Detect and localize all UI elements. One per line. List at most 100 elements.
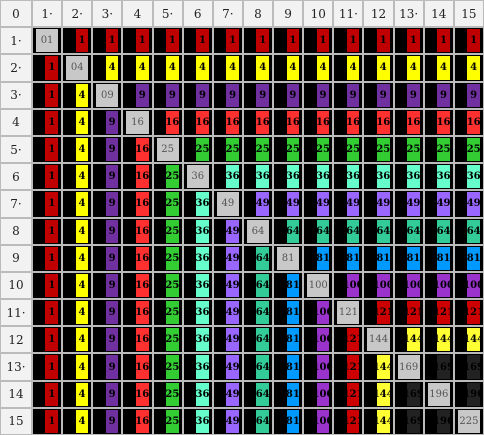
column-header: 15 bbox=[454, 1, 483, 27]
cell: 169 bbox=[454, 354, 483, 380]
cell-value: 16 bbox=[135, 219, 149, 243]
cell-value: 64 bbox=[467, 219, 481, 243]
cell: 4 bbox=[334, 55, 363, 81]
cell-value: 16 bbox=[135, 355, 149, 379]
cell-value: 25 bbox=[165, 219, 179, 243]
row-header: 6 bbox=[1, 164, 31, 190]
cell-value: 16 bbox=[316, 110, 330, 134]
cell-value: 4 bbox=[166, 56, 179, 80]
cell-value: 16 bbox=[135, 301, 149, 325]
diagonal-cell: 09 bbox=[93, 82, 122, 108]
cell-value: 64 bbox=[256, 273, 270, 298]
cell-value: 9 bbox=[105, 192, 119, 216]
cell-value: 25 bbox=[165, 165, 179, 189]
cell: 81 bbox=[274, 327, 303, 353]
cell: 9 bbox=[213, 82, 242, 108]
cell: 36 bbox=[183, 354, 212, 380]
cell: 36 bbox=[183, 218, 212, 244]
column-header: 12 bbox=[364, 1, 393, 27]
cell: 196 bbox=[454, 381, 483, 407]
cell: 49 bbox=[213, 354, 242, 380]
cell: 4 bbox=[63, 272, 92, 299]
cell-value: 49 bbox=[226, 246, 240, 270]
cell: 9 bbox=[183, 82, 212, 108]
cell: 49 bbox=[213, 300, 242, 326]
cell-value: 4 bbox=[407, 56, 420, 80]
cell: 16 bbox=[123, 164, 152, 190]
cell-value: 196 bbox=[463, 382, 483, 406]
cell: 36 bbox=[304, 164, 333, 190]
column-header: 11· bbox=[334, 1, 363, 27]
cell: 1 bbox=[33, 164, 62, 190]
row-header: 13· bbox=[1, 354, 31, 380]
cell: 16 bbox=[123, 245, 152, 271]
cell-value: 144 bbox=[373, 409, 393, 433]
cell: 81 bbox=[274, 300, 303, 326]
cell: 9 bbox=[304, 82, 333, 108]
diagonal-cell: 04 bbox=[63, 55, 92, 81]
cell-value: 4 bbox=[75, 137, 89, 162]
cell-value: 36 bbox=[196, 301, 209, 325]
cell-value: 4 bbox=[75, 355, 89, 379]
cell: 100 bbox=[304, 408, 333, 434]
row-header: 10 bbox=[1, 272, 31, 299]
cell-value: 1 bbox=[346, 29, 360, 53]
cell-value: 36 bbox=[186, 165, 209, 189]
cell-value: 1 bbox=[45, 382, 59, 406]
cell-value: 01 bbox=[36, 29, 59, 53]
cell-value: 81 bbox=[376, 246, 390, 270]
diagonal-cell: 81 bbox=[274, 245, 303, 271]
cell: 49 bbox=[213, 245, 242, 271]
cell-value: 1 bbox=[166, 29, 179, 53]
column-header: 3· bbox=[93, 1, 122, 27]
cell-value: 16 bbox=[226, 110, 240, 134]
cell-value: 4 bbox=[226, 56, 239, 80]
cell-value: 169 bbox=[433, 355, 453, 379]
cell-value: 9 bbox=[286, 83, 300, 107]
cell-value: 169 bbox=[397, 355, 420, 379]
cell-value: 144 bbox=[463, 328, 483, 352]
cell: 169 bbox=[394, 408, 423, 434]
cell: 9 bbox=[243, 82, 273, 108]
diagonal-cell: 169 bbox=[394, 354, 423, 380]
cell-value: 9 bbox=[105, 328, 119, 352]
cell-value: 9 bbox=[226, 83, 239, 107]
cell: 36 bbox=[334, 164, 363, 190]
cell-value: 49 bbox=[226, 273, 240, 298]
cell-value: 36 bbox=[226, 165, 240, 189]
cell: 4 bbox=[243, 55, 273, 81]
cell-value: 36 bbox=[376, 165, 390, 189]
row-header: 11· bbox=[1, 300, 31, 326]
cell: 144 bbox=[364, 408, 393, 434]
cell: 9 bbox=[93, 300, 122, 326]
cell-value: 9 bbox=[376, 83, 390, 107]
cell-value: 16 bbox=[135, 273, 149, 298]
cell-value: 9 bbox=[105, 382, 119, 406]
cell-value: 1 bbox=[316, 29, 330, 53]
cell-value: 1 bbox=[45, 328, 59, 352]
cell-value: 1 bbox=[45, 409, 59, 433]
cell: 4 bbox=[454, 55, 483, 81]
cell: 4 bbox=[394, 55, 423, 81]
cell-value: 36 bbox=[196, 246, 209, 270]
cell: 1 bbox=[33, 82, 62, 108]
cell-value: 36 bbox=[196, 328, 209, 352]
cell: 16 bbox=[274, 109, 303, 135]
diagonal-cell: 16 bbox=[123, 109, 152, 135]
cell: 169 bbox=[394, 381, 423, 407]
cell: 100 bbox=[334, 272, 363, 299]
cell-value: 25 bbox=[165, 192, 179, 216]
cell-value: 4 bbox=[256, 56, 270, 80]
cell-value: 16 bbox=[135, 165, 149, 189]
cell-value: 196 bbox=[433, 409, 453, 433]
cell: 25 bbox=[213, 136, 242, 163]
cell-value: 81 bbox=[437, 246, 451, 270]
cell-value: 4 bbox=[75, 246, 89, 270]
cell-value: 25 bbox=[165, 409, 179, 433]
cell-value: 16 bbox=[406, 110, 420, 134]
cell: 4 bbox=[63, 408, 92, 434]
cell-value: 1 bbox=[105, 29, 119, 53]
cell-value: 36 bbox=[467, 165, 481, 189]
cell: 1 bbox=[424, 28, 453, 54]
cell-value: 121 bbox=[433, 301, 453, 325]
